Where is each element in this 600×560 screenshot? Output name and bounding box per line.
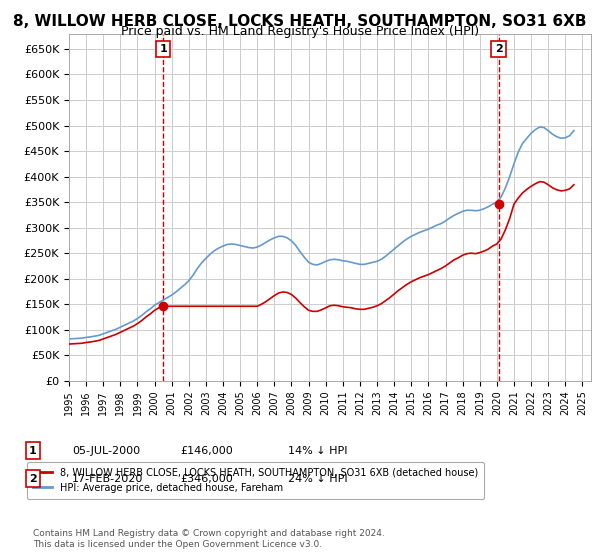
Text: 2: 2 xyxy=(29,474,37,484)
Text: 2: 2 xyxy=(495,44,502,54)
Text: 1: 1 xyxy=(159,44,167,54)
Text: 05-JUL-2000: 05-JUL-2000 xyxy=(72,446,140,456)
Text: Contains HM Land Registry data © Crown copyright and database right 2024.
This d: Contains HM Land Registry data © Crown c… xyxy=(33,529,385,549)
Text: 8, WILLOW HERB CLOSE, LOCKS HEATH, SOUTHAMPTON, SO31 6XB: 8, WILLOW HERB CLOSE, LOCKS HEATH, SOUTH… xyxy=(13,14,587,29)
Legend: 8, WILLOW HERB CLOSE, LOCKS HEATH, SOUTHAMPTON, SO31 6XB (detached house), HPI: : 8, WILLOW HERB CLOSE, LOCKS HEATH, SOUTH… xyxy=(27,462,484,498)
Text: 24% ↓ HPI: 24% ↓ HPI xyxy=(288,474,347,484)
Text: £146,000: £146,000 xyxy=(180,446,233,456)
Text: £346,000: £346,000 xyxy=(180,474,233,484)
Text: 1: 1 xyxy=(29,446,37,456)
Text: 17-FEB-2020: 17-FEB-2020 xyxy=(72,474,143,484)
Text: Price paid vs. HM Land Registry's House Price Index (HPI): Price paid vs. HM Land Registry's House … xyxy=(121,25,479,38)
Text: 14% ↓ HPI: 14% ↓ HPI xyxy=(288,446,347,456)
